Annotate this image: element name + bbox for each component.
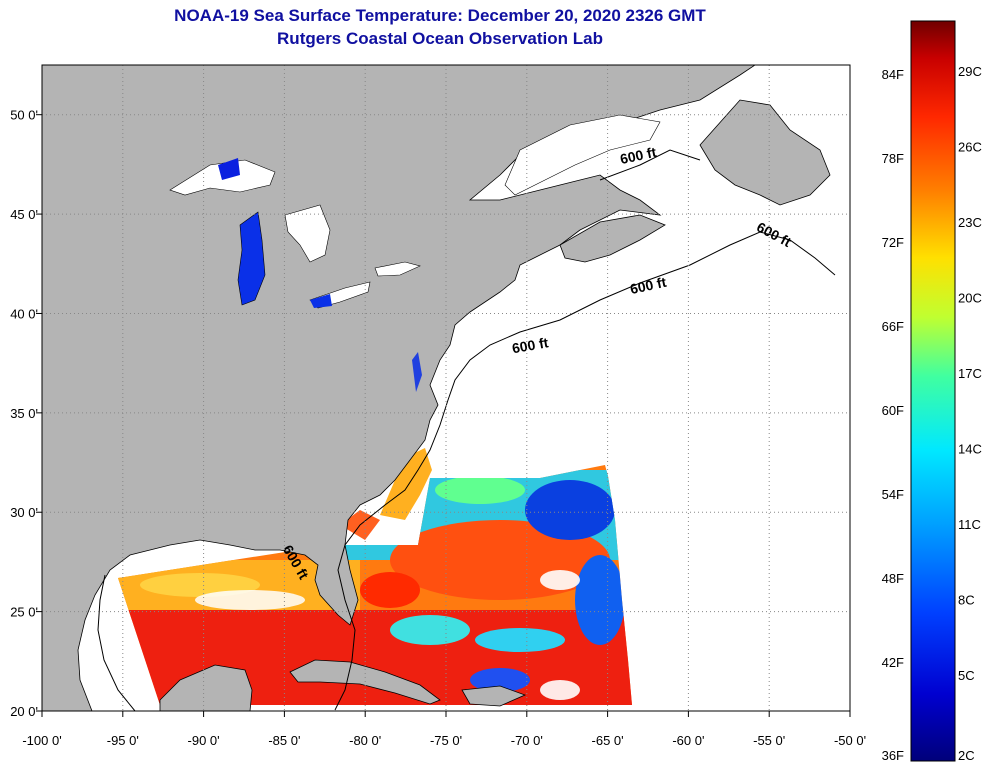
longitude-tick-label: -65 0' [592, 733, 624, 748]
land-north-america [42, 65, 756, 711]
longitude-tick-label: -80 0' [349, 733, 381, 748]
longitude-tick-label: -75 0' [430, 733, 462, 748]
longitude-tick-label: -55 0' [753, 733, 785, 748]
colorbar-celsius-label: 11C [958, 517, 981, 532]
contour-label: 600 ft [629, 274, 668, 297]
longitude-tick-label: -50 0' [834, 733, 866, 748]
colorbar-fahrenheit-label: 42F [882, 655, 904, 670]
chesapeake-bay [412, 352, 422, 392]
lake-erie-cold [310, 294, 332, 308]
latitude-tick-label: 35 0' [10, 406, 38, 421]
longitude-tick-label: -70 0' [511, 733, 543, 748]
colorbar [910, 20, 956, 762]
plot-frame [41, 64, 851, 712]
colorbar-celsius-label: 8C [958, 593, 975, 608]
colorbar-fahrenheit-label: 48F [882, 571, 904, 586]
land-newfoundland [699, 99, 831, 206]
longitude-tick-label: -85 0' [268, 733, 300, 748]
gulf-st-lawrence [504, 114, 661, 196]
contour-label: 600 ft [619, 144, 658, 167]
colorbar-fahrenheit-label: 60F [882, 403, 904, 418]
longitude-tick-label: -90 0' [188, 733, 220, 748]
isobath-600ft [97, 149, 836, 711]
contour-label: 600 ft [511, 334, 550, 356]
colorbar-celsius-label: 5C [958, 668, 975, 683]
colorbar-celsius-label: 26C [958, 140, 982, 155]
colorbar-celsius-label: 20C [958, 291, 982, 306]
longitude-tick-label: -100 0' [22, 733, 61, 748]
latitude-tick-label: 25 0' [10, 605, 38, 620]
sst-coastal-strip [380, 448, 432, 520]
longitude-tick-label: -60 0' [672, 733, 704, 748]
latitude-tick-label: 20 0' [10, 704, 38, 719]
colorbar-celsius-label: 2C [958, 748, 975, 763]
colorbar-fahrenheit-labels: 84F 78F 72F 66F 60F 54F 48F 42F 36F [882, 67, 904, 763]
latitude-tick-label: 50 0' [10, 108, 38, 123]
colorbar-fahrenheit-label: 66F [882, 319, 904, 334]
colorbar-celsius-label: 14C [958, 442, 982, 457]
colorbar-celsius-label: 17C [958, 366, 982, 381]
map-title: NOAA-19 Sea Surface Temperature: Decembe… [174, 6, 706, 25]
land-nova-scotia [559, 214, 666, 263]
lake-ontario [374, 261, 421, 277]
colorbar-fahrenheit-label: 36F [882, 748, 904, 763]
colorbar-celsius-label: 29C [958, 64, 982, 79]
lake-superior-cold [218, 158, 240, 180]
colorbar-fahrenheit-label: 72F [882, 235, 904, 250]
lake-michigan [237, 211, 266, 306]
land-hispaniola [461, 685, 527, 707]
latitude-tick-label: 30 0' [10, 505, 38, 520]
colorbar-celsius-labels: 29C 26C 23C 20C 17C 14C 11C 8C 5C 2C [958, 64, 982, 763]
longitude-tick-label: -95 0' [107, 733, 139, 748]
land-yucatan [159, 664, 253, 711]
axis-tick-labels: -100 0' -95 0' -90 0' -85 0' -80 0' -75 0' -70… [10, 108, 866, 748]
map-subtitle: Rutgers Coastal Ocean Observation Lab [277, 29, 603, 48]
latitude-tick-label: 45 0' [10, 207, 38, 222]
colorbar-celsius-label: 23C [958, 215, 982, 230]
latitude-tick-label: 40 0' [10, 306, 38, 321]
colorbar-fahrenheit-label: 78F [882, 151, 904, 166]
colorbar-fahrenheit-label: 54F [882, 487, 904, 502]
lat-lon-grid [36, 65, 851, 717]
colorbar-fahrenheit-label: 84F [882, 67, 904, 82]
lake-huron [284, 204, 331, 263]
